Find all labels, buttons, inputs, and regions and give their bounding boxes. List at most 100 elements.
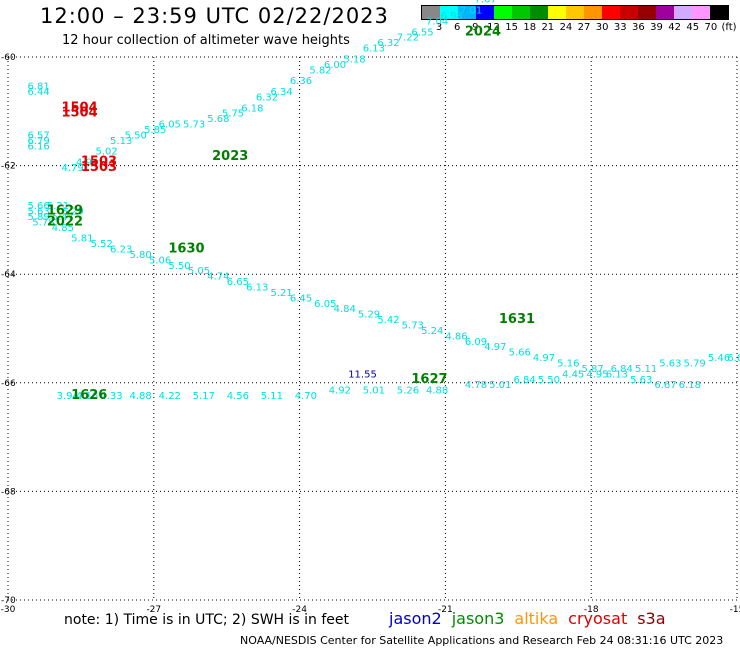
wave-height-label: 5.21 (270, 288, 292, 299)
wave-height-label: 6.65 (727, 353, 740, 364)
wave-height-label: 5.52 (91, 239, 113, 250)
color-swatch (692, 6, 710, 19)
wave-height-label: 6.34 (270, 87, 292, 98)
color-scale-tick: 33 (613, 22, 627, 33)
latitude-tick-label: -64 (1, 270, 16, 280)
longitude-tick-label: -27 (146, 605, 161, 615)
wave-height-label: 4.45 (562, 369, 584, 380)
wave-height-label: 5.66 (509, 348, 531, 359)
wave-height-label: 5.16 (557, 359, 579, 370)
satellite-legend: jason2 jason3 altika cryosat s3a (389, 609, 676, 628)
satellite-legend-item: altika (514, 609, 559, 628)
wave-height-label: 6.98 (441, 11, 463, 22)
wave-height-label: 5.26 (397, 386, 419, 397)
pass-number-label: 2024 (465, 24, 501, 39)
wave-height-label: 7.22 (397, 33, 419, 44)
wave-height-label: 5.06 (149, 255, 171, 266)
pass-number-label: 1631 (499, 312, 535, 327)
wave-height-label: 6.57 (27, 130, 49, 141)
wave-height-label: 6.67 (654, 380, 676, 391)
wave-height-label: 5.18 (343, 54, 365, 65)
wave-height-label: 6.36 (290, 76, 312, 87)
wave-height-label: 4.84 (334, 304, 356, 315)
color-swatch (512, 6, 530, 19)
color-scale-tick: 21 (541, 22, 555, 33)
wave-height-label: 6.84 (513, 375, 535, 386)
wave-height-label: 7.01 (460, 6, 482, 17)
color-scale-tick: 9 (472, 22, 479, 33)
color-scale-legend: 3 6 9 12 15 18 21 24 27 30 33 36 39 42 45 70 (ft) (421, 5, 737, 37)
color-scale-tick: 45 (686, 22, 700, 33)
pass-number-label: 2022 (47, 214, 83, 229)
pass-number-label: 2023 (212, 149, 248, 164)
wave-height-label: 6.44 (27, 87, 49, 98)
wave-height-label: 11.55 (348, 369, 377, 380)
color-swatch (566, 6, 584, 19)
color-swatch (530, 6, 548, 19)
wave-height-label: 5.87 (581, 364, 603, 375)
longitude-tick-label: -24 (292, 605, 307, 615)
altimeter-track: 3.944.16 4.33 4.88 4.22 5.17 4.56 5.11 4.70 4.92… (57, 353, 740, 402)
color-swatch (494, 6, 512, 19)
pass-number-label: 1627 (411, 372, 447, 387)
pass-number-label: 1503 (81, 155, 117, 170)
wave-height-label: 4.95 (586, 369, 608, 380)
color-scale-tick: 6 (454, 22, 461, 33)
wave-height-label: 6.65 (227, 277, 249, 288)
color-swatch (476, 6, 494, 19)
altimeter-track: 4.794.945.025.135.505.856.05 5.73 5.685.75… (61, 0, 516, 174)
wave-height-label: 4.94 (76, 158, 98, 169)
wave-height-label: 6.45 (290, 293, 312, 304)
wave-height-label: 4.79 (61, 163, 83, 174)
color-swatch (656, 6, 674, 19)
wave-height-label: 5.80 (130, 250, 152, 261)
wave-height-label: 5.66 (27, 201, 49, 212)
longitude-tick-label: -21 (438, 605, 453, 615)
pass-number-label: 1503 (81, 160, 117, 175)
color-scale-tick: 12 (487, 22, 500, 33)
wave-height-label: 5.82 (309, 65, 331, 76)
wave-height-label: 5.68 (207, 114, 229, 125)
wave-height-label: 6.32 (377, 38, 399, 49)
wave-height-label: 5.63 (27, 206, 49, 217)
wave-height-label: 6.23 (110, 244, 132, 255)
wave-height-label: 4.33 (100, 391, 122, 402)
wave-height-label: 4.88 (426, 386, 448, 397)
wave-height-label: 5.05 (188, 266, 210, 277)
wave-height-label: 4.70 (295, 391, 317, 402)
wave-height-label: 6.13 (246, 282, 268, 293)
map-grid (7, 56, 738, 601)
wave-height-label: 5.79 (684, 359, 706, 370)
wave-height-label: 5.13 (110, 136, 132, 147)
wave-height-label: 5.29 (61, 206, 83, 217)
color-swatch (638, 6, 656, 19)
satellite-legend-item: s3a (637, 609, 666, 628)
wave-height-label: 4.85 (52, 223, 74, 234)
color-scale-tick: 39 (650, 22, 663, 33)
color-scale-tick: 15 (505, 22, 518, 33)
wave-height-label: 4.22 (159, 391, 181, 402)
longitude-tick-label: -18 (584, 605, 599, 615)
wave-height-label: 6.18 (679, 380, 701, 391)
altimeter-track: 6.576.796.16 5.665.215.29 5.63 5.475.89 6.81… (27, 82, 83, 223)
wave-height-label: 6.05 (314, 299, 336, 310)
color-scale-tick: 24 (559, 22, 573, 33)
wave-height-label: 5.50 (168, 261, 190, 272)
credit-line: NOAA/NESDIS Center for Satellite Applica… (240, 634, 724, 647)
wave-height-label: 5.42 (377, 315, 399, 326)
wave-height-label: 5.78 (32, 217, 54, 228)
wave-height-label: 6.55 (411, 27, 433, 38)
wave-height-label: 5.17 (193, 391, 215, 402)
wave-height-label: 6.05 (159, 120, 181, 131)
color-swatch (620, 6, 638, 19)
wave-height-label: 6.79 (27, 136, 49, 147)
color-swatch (548, 6, 566, 19)
footnote: note: 1) Time is in UTC; 2) SWH is in fe… (64, 612, 350, 628)
wave-height-label: 5.89 (27, 212, 49, 223)
pass-number-label: 1630 (168, 241, 204, 256)
wave-height-label: 4.78 (465, 380, 487, 391)
wave-height-label: 6.16 (27, 141, 49, 152)
wave-height-label: 4.16 (76, 391, 98, 402)
wave-height-label: 5.02 (95, 147, 117, 158)
